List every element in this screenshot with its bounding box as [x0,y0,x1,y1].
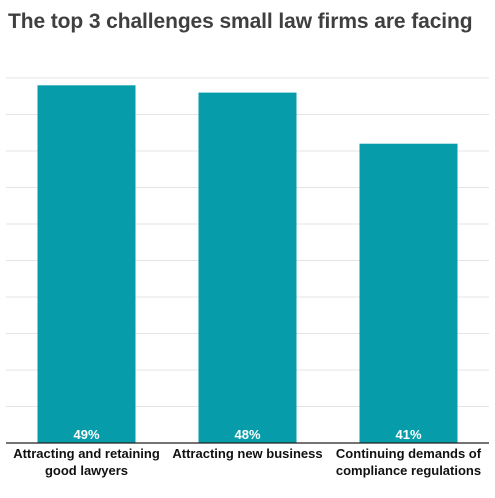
bar-value-label: 41% [395,427,421,442]
bar [198,92,297,443]
value-labels: 49% 48% 41% [73,427,421,442]
category-label: Continuing demands of [336,446,482,461]
category-label: Attracting new business [172,446,322,461]
bars [37,85,458,444]
category-label: good lawyers [45,463,128,478]
bar-value-label: 48% [234,427,260,442]
category-label: compliance regulations [336,463,481,478]
bar [37,85,136,444]
category-label: Attracting and retaining [13,446,160,461]
bar-value-label: 49% [73,427,99,442]
bar [359,143,458,443]
category-labels: Attracting and retaining good lawyers Attr… [13,446,482,478]
chart-title: The top 3 challenges small law firms are… [8,10,473,33]
